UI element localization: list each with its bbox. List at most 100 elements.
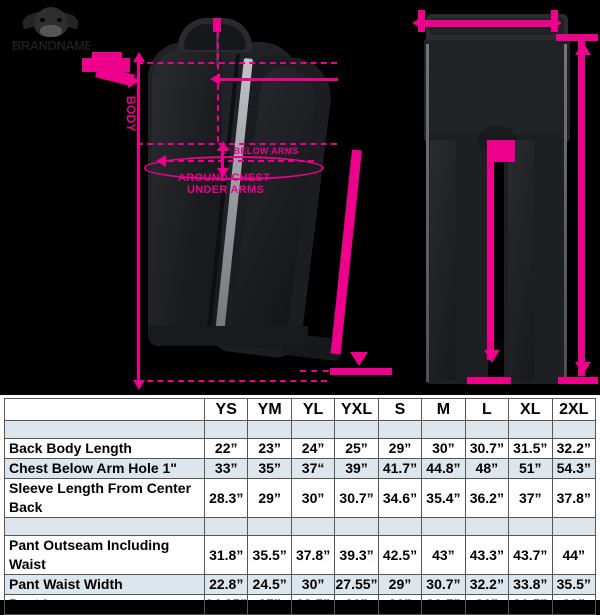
measurement-cell: 30” bbox=[421, 438, 466, 459]
measurement-cell: 22” bbox=[203, 438, 249, 459]
measurement-cell: 42.5” bbox=[377, 535, 423, 575]
measurement-cell: 39” bbox=[334, 458, 379, 479]
measurement-cell: 44.8” bbox=[421, 458, 466, 479]
size-chart-page: BRANDNAME bbox=[0, 6, 600, 615]
table-row: Back Body Length 22” 23” 24” 25” 29” 30” 30.7” 3… bbox=[4, 438, 596, 459]
spacer-cell bbox=[508, 420, 553, 439]
header-cell-yl: YL bbox=[290, 398, 336, 421]
row-label: Sleeve Length From Center Back bbox=[4, 478, 205, 518]
measurement-cell: 35” bbox=[247, 458, 292, 479]
measurement-cell: 35.4” bbox=[421, 478, 466, 518]
spacer-cell bbox=[464, 517, 510, 536]
measurement-cell: 37.8” bbox=[551, 478, 596, 518]
measurement-cell: 37” bbox=[508, 478, 553, 518]
table-row: Pant Inseam 24.25” 27” 28.5” 29” 30” 30.5” 31” 3… bbox=[4, 594, 596, 615]
measurement-cell: 48” bbox=[464, 458, 510, 479]
measurement-cell: 43.7” bbox=[508, 535, 553, 575]
jacket-illustration bbox=[132, 18, 380, 386]
table-row: Pant Outseam Including Waist 31.8” 35.5” 37… bbox=[4, 535, 596, 575]
spacer-cell bbox=[334, 420, 379, 439]
measurement-cell: 27” bbox=[247, 594, 292, 615]
measurement-cell: 31.5” bbox=[508, 438, 553, 459]
row-label: Chest Below Arm Hole 1" bbox=[4, 458, 205, 479]
row-label: Pant Waist Width bbox=[4, 574, 205, 595]
shoulder-callout-bar2 bbox=[92, 52, 122, 62]
header-cell-xl: XL bbox=[508, 398, 553, 421]
measurement-cell: 22.8” bbox=[203, 574, 249, 595]
spacer-cell bbox=[551, 420, 596, 439]
measurement-cell: 24.25” bbox=[203, 594, 249, 615]
product-photo-area: BRANDNAME bbox=[12, 6, 598, 390]
measurement-cell: 28.5” bbox=[290, 594, 336, 615]
measurement-cell: 41.7” bbox=[377, 458, 423, 479]
table-row: Chest Below Arm Hole 1" 33” 35” 37“ 39” 41.7”… bbox=[4, 458, 596, 479]
measurement-cell: 30” bbox=[290, 574, 336, 595]
spacer-cell bbox=[4, 517, 205, 536]
measurement-cell: 51” bbox=[508, 458, 553, 479]
measurement-cell: 29” bbox=[247, 478, 292, 518]
measurement-cell: 31” bbox=[464, 594, 510, 615]
measurement-cell: 35.5” bbox=[247, 535, 292, 575]
header-cell-yxl: YXL bbox=[334, 398, 379, 421]
spacer-cell bbox=[421, 420, 466, 439]
spacer-cell bbox=[247, 420, 292, 439]
table-row: Sleeve Length From Center Back 28.3” 29” 30… bbox=[4, 478, 596, 518]
bull-eye-left-icon bbox=[40, 18, 45, 22]
spacer-cell bbox=[377, 420, 423, 439]
measurement-cell: 32.2” bbox=[551, 438, 596, 459]
header-cell-s: S bbox=[377, 398, 423, 421]
measurement-cell: 30.7” bbox=[334, 478, 379, 518]
header-cell-m: M bbox=[421, 398, 466, 421]
table-spacer-row bbox=[4, 517, 596, 536]
size-chart-table: YS YM YL YXL S M L XL 2XL Back Body Leng… bbox=[4, 398, 596, 615]
row-label: Pant Outseam Including Waist bbox=[4, 535, 205, 575]
measurement-cell: 30” bbox=[377, 594, 423, 615]
header-cell-2xl: 2XL bbox=[551, 398, 596, 421]
pants-side-stripe-right bbox=[564, 44, 567, 382]
measurement-cell: 33.8” bbox=[508, 574, 553, 595]
measurement-cell: 36.2” bbox=[464, 478, 510, 518]
jacket-zipper bbox=[216, 26, 219, 66]
row-label: Pant Inseam bbox=[4, 594, 205, 615]
spacer-cell bbox=[290, 420, 336, 439]
measurement-cell: 29” bbox=[377, 574, 423, 595]
spacer-cell bbox=[203, 517, 249, 536]
measurement-cell: 43.3” bbox=[464, 535, 510, 575]
measurement-cell: 30” bbox=[290, 478, 336, 518]
measurement-cell: 29” bbox=[334, 594, 379, 615]
spacer-cell bbox=[551, 517, 596, 536]
brand-logo-text: BRANDNAME bbox=[12, 39, 90, 53]
measurement-cell: 30.5” bbox=[421, 594, 466, 615]
spacer-cell bbox=[377, 517, 423, 536]
measurement-cell: 32.2” bbox=[464, 574, 510, 595]
measurement-cell: 30.7” bbox=[421, 574, 466, 595]
measurement-cell: 35.5” bbox=[551, 574, 596, 595]
header-cell-l: L bbox=[464, 398, 510, 421]
measurement-cell: 24.5” bbox=[247, 574, 292, 595]
spacer-cell bbox=[203, 420, 249, 439]
header-cell-corner bbox=[4, 398, 205, 421]
measurement-cell: 28.3” bbox=[203, 478, 249, 518]
table-spacer-row bbox=[4, 420, 596, 439]
table-body: Back Body Length 22” 23” 24” 25” 29” 30” 30.7” 3… bbox=[4, 420, 596, 615]
pants-elastic-waistband bbox=[430, 18, 564, 35]
measurement-cell: 24” bbox=[290, 438, 336, 459]
header-cell-ys: YS bbox=[203, 398, 249, 421]
measurement-cell: 29” bbox=[377, 438, 423, 459]
brand-logo: BRANDNAME bbox=[12, 6, 90, 58]
measurement-cell: 44” bbox=[551, 535, 596, 575]
pants-side-stripe-left bbox=[426, 44, 429, 382]
measurement-cell: 34.6” bbox=[377, 478, 423, 518]
measurement-cell: 43” bbox=[421, 535, 466, 575]
spacer-cell bbox=[4, 420, 205, 439]
spacer-cell bbox=[247, 517, 292, 536]
measurement-cell: 31.8” bbox=[203, 535, 249, 575]
bull-snout-icon bbox=[40, 25, 62, 37]
measurement-cell: 27.55” bbox=[334, 574, 379, 595]
table-header-row: YS YM YL YXL S M L XL 2XL bbox=[4, 398, 596, 421]
measurement-cell: 31.5” bbox=[508, 594, 553, 615]
size-chart-table-container: YS YM YL YXL S M L XL 2XL Back Body Leng… bbox=[0, 392, 600, 615]
spacer-cell bbox=[464, 420, 510, 439]
spacer-cell bbox=[334, 517, 379, 536]
row-label: Back Body Length bbox=[4, 438, 205, 459]
